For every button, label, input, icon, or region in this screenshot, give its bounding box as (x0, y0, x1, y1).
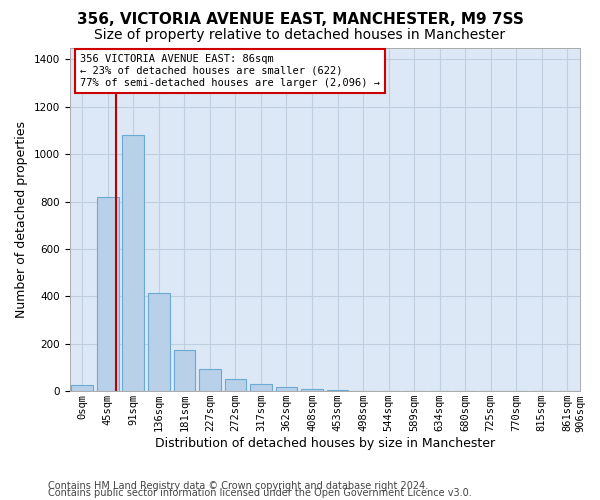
Text: Size of property relative to detached houses in Manchester: Size of property relative to detached ho… (94, 28, 506, 42)
Bar (173, 350, 195, 391)
Bar (122, 135, 144, 391)
Bar (97, 197, 119, 391)
Text: Contains HM Land Registry data © Crown copyright and database right 2024.: Contains HM Land Registry data © Crown c… (48, 481, 428, 491)
Bar (301, 390, 323, 391)
Text: 906sqm: 906sqm (575, 394, 585, 432)
Bar (199, 368, 221, 391)
Bar (224, 380, 246, 391)
Text: Contains public sector information licensed under the Open Government Licence v3: Contains public sector information licen… (48, 488, 472, 498)
Text: 356 VICTORIA AVENUE EAST: 86sqm
← 23% of detached houses are smaller (622)
77% o: 356 VICTORIA AVENUE EAST: 86sqm ← 23% of… (80, 54, 380, 88)
X-axis label: Distribution of detached houses by size in Manchester: Distribution of detached houses by size … (155, 437, 495, 450)
Y-axis label: Number of detached properties: Number of detached properties (15, 121, 28, 318)
Bar (326, 390, 349, 391)
Text: 356, VICTORIA AVENUE EAST, MANCHESTER, M9 7SS: 356, VICTORIA AVENUE EAST, MANCHESTER, M… (77, 12, 523, 28)
Bar (275, 387, 298, 391)
Bar (250, 384, 272, 391)
Bar (148, 293, 170, 391)
Bar (71, 385, 93, 391)
